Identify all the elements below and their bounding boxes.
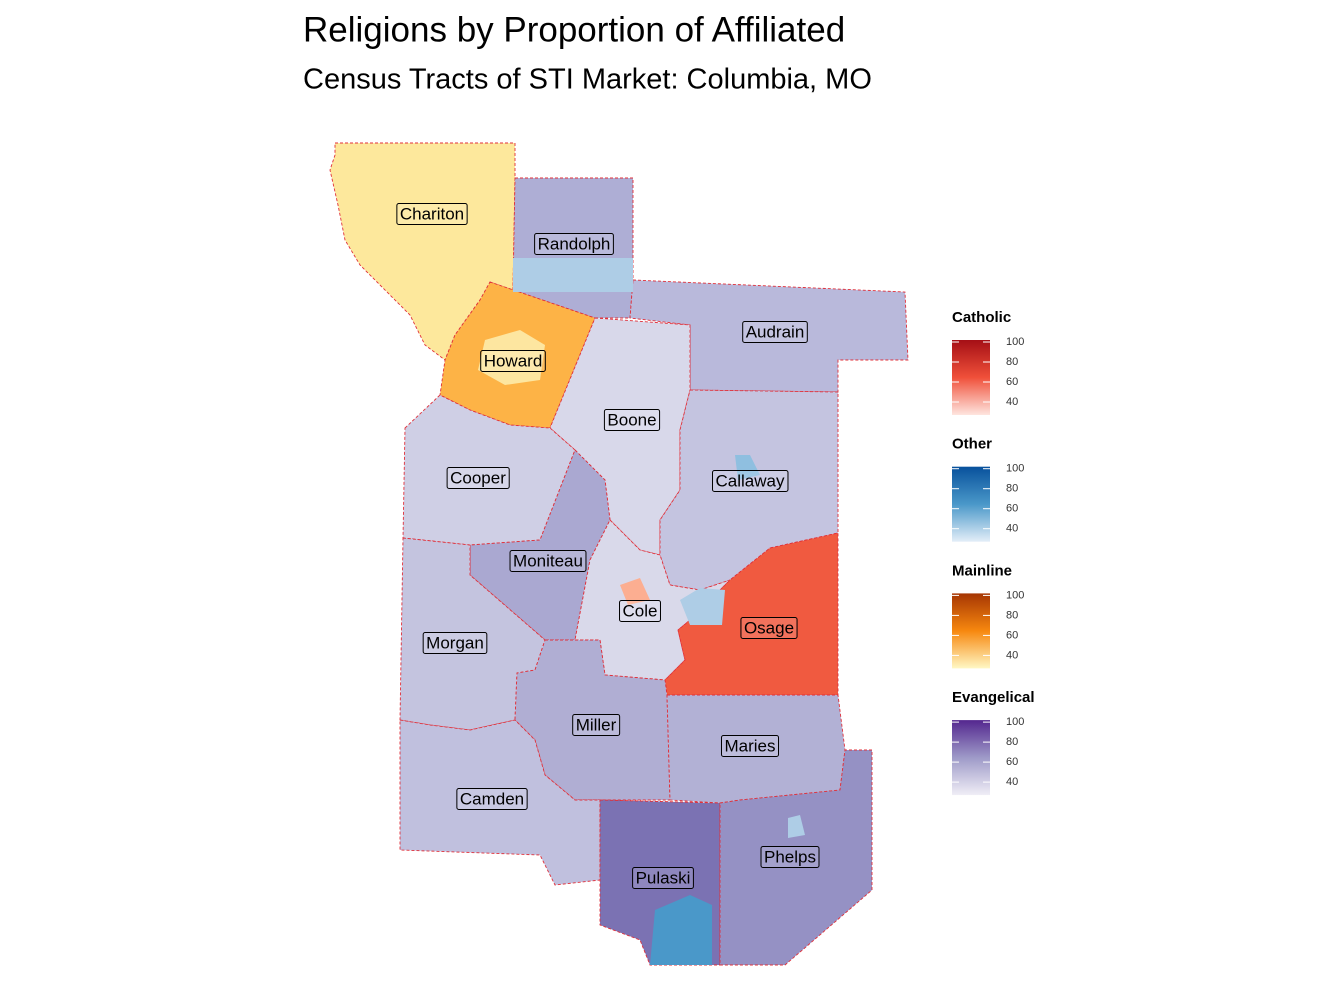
tract-patch [650,895,712,965]
county-label: Morgan [426,633,484,652]
label-box [572,713,621,736]
colorbar-tick-label: 80 [1006,736,1018,748]
legend-title: Evangelical [952,689,1035,706]
label-box [509,549,587,572]
tract-patch [735,455,760,480]
colorbar-tick-label: 40 [1006,396,1018,408]
county-shape [469,449,611,641]
county-label: Maries [724,736,775,755]
colorbar-tick-label: 100 [1006,336,1024,348]
colorbar-tick-label: 60 [1006,756,1018,768]
label-box [446,466,510,489]
tract-patch [620,578,650,605]
label-box [396,202,468,225]
colorbar-tick-label: 100 [1006,716,1024,728]
label-box [480,349,546,372]
label-box [603,408,661,431]
label-box [619,599,661,622]
colorbar-tick-label: 80 [1006,609,1018,621]
label-box [760,845,820,868]
label-box [712,469,789,492]
tract-patch [680,588,725,625]
county-label: Boone [607,410,656,429]
colorbar [952,466,990,542]
legend-title: Catholic [952,309,1011,326]
county-shape [719,749,873,966]
colorbar-tick-label: 40 [1006,776,1018,788]
colorbar-tick-label: 80 [1006,356,1018,368]
colorbar-tick-label: 100 [1006,589,1024,601]
label-box [422,631,488,654]
colorbar-tick-label: 100 [1006,463,1024,475]
colorbar-tick-label: 40 [1006,649,1018,661]
label-box [456,787,528,810]
county-label: Miller [576,715,617,734]
label-box [632,866,694,889]
colorbar-tick-label: 40 [1006,523,1018,535]
colorbar-tick-label: 60 [1006,503,1018,515]
legend-title: Other [952,436,992,453]
title: Religions by Proportion of Affiliated [303,10,845,49]
county-label: Randolph [538,234,611,253]
county-label: Callaway [716,471,785,490]
county-label: Chariton [400,204,464,223]
tract-patch [788,815,805,838]
label-box [740,616,798,639]
county-label: Moniteau [513,551,583,570]
colorbar [952,720,990,796]
colorbar [952,340,990,415]
county-label: Howard [484,351,543,370]
county-label: Camden [460,789,524,808]
county-label: Cooper [450,468,506,487]
county-label: Phelps [764,847,816,866]
colorbar-tick-label: 60 [1006,629,1018,641]
county-label: Pulaski [636,868,691,887]
colorbar-tick-label: 60 [1006,376,1018,388]
colorbar [952,593,990,669]
label-box [720,734,780,757]
county-shape [329,142,516,361]
subtitle: Census Tracts of STI Market: Columbia, M… [303,64,872,96]
county-label: Audrain [746,322,805,341]
label-box [534,232,614,255]
legend-title: Mainline [952,562,1012,579]
tract-patch [513,258,633,292]
label-box [742,320,808,343]
county-shape [402,394,576,546]
county-label: Cole [623,601,658,620]
colorbar-tick-label: 80 [1006,483,1018,495]
county-shape [399,719,601,886]
county-label: Osage [744,618,794,637]
